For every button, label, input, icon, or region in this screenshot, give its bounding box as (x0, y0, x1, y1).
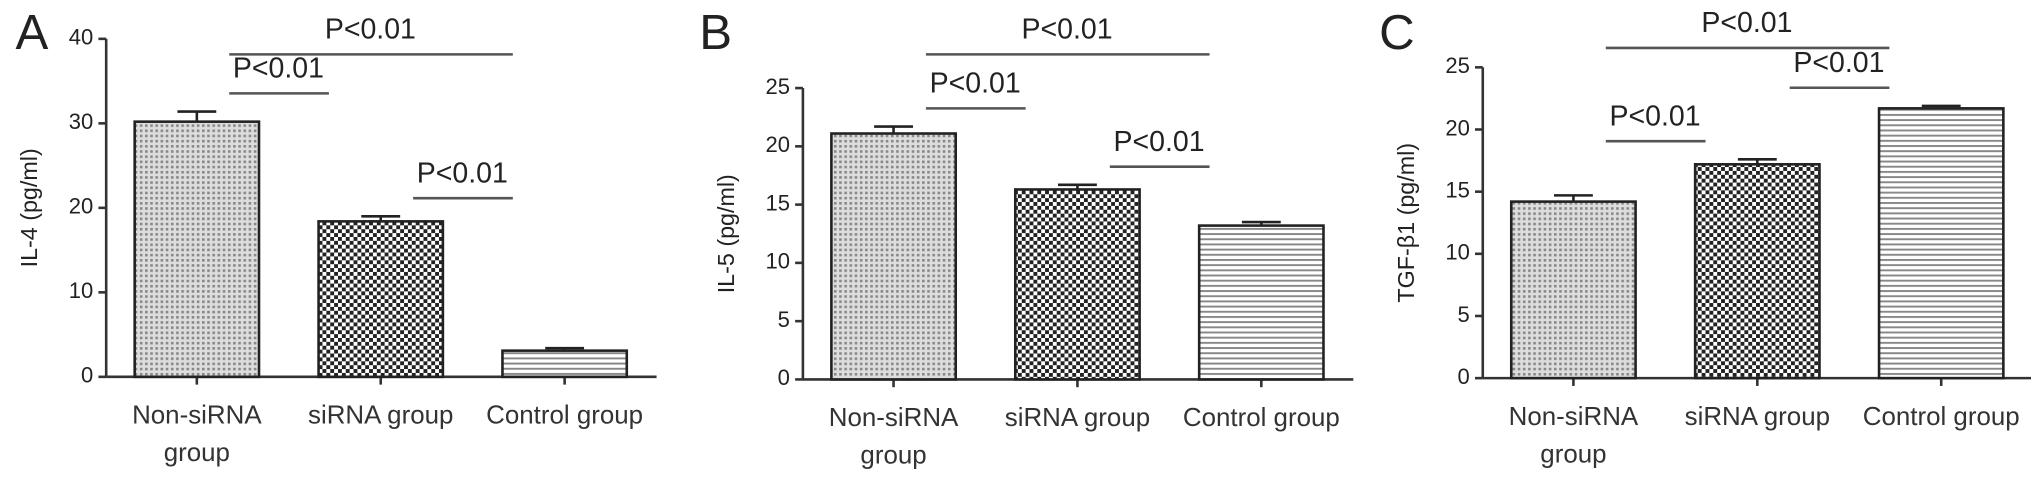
x-tick-label: Non-siRNA group (132, 401, 262, 468)
y-axis-label: IL-4 (pg/ml) (16, 148, 42, 267)
bar (133, 120, 261, 379)
y-tick-label: 0 (1458, 364, 1470, 389)
panels: A IL-4 (pg/ml) 0 10 20 30 40 Non-siRNA group siR… (16, 5, 2031, 471)
y-tick-label: 0 (778, 365, 790, 390)
x-label-box: Control group (1182, 404, 1340, 433)
significance-label: P<0.01 (1113, 126, 1204, 158)
significance-label: P<0.01 (1701, 7, 1792, 39)
x-label-box: Non-siRNA group (132, 401, 262, 468)
y-tick-label: 40 (69, 25, 93, 50)
y-tick-label: 20 (765, 132, 789, 157)
x-label-box: Control group (1862, 402, 2020, 432)
significance-label: P<0.01 (233, 53, 324, 85)
bar (317, 220, 445, 379)
panel: A IL-4 (pg/ml) 0 10 20 30 40 Non-siRNA group siR… (16, 5, 657, 468)
bar (1197, 224, 1325, 381)
x-label-box: Non-siRNA group (828, 404, 959, 471)
x-label-box: siRNA group (1684, 402, 1831, 432)
significance-label: P<0.01 (930, 68, 1021, 100)
x-tick-label: Control group (486, 401, 644, 430)
significance-label: P<0.01 (417, 157, 508, 189)
x-label-box: Control group (486, 401, 644, 430)
x-label-box: siRNA group (1004, 404, 1151, 433)
y-tick-label: 10 (765, 249, 789, 274)
x-tick-label: siRNA group (308, 401, 454, 430)
x-tick-label: Non-siRNA group (1508, 402, 1639, 469)
panel: C TGF-β1 (pg/ml) 0 5 10 15 20 25 Non-siRNA group… (1379, 5, 2031, 469)
x-tick-label: Control group (1862, 402, 2020, 432)
x-tick-label: siRNA group (1004, 404, 1151, 433)
bar (1877, 107, 2005, 380)
y-tick-label: 20 (1445, 115, 1469, 140)
panel: B IL-5 (pg/ml) 0 5 10 15 20 25 Non-siRNA group si… (699, 5, 1354, 471)
y-axis-label: IL-5 (pg/ml) (713, 174, 739, 293)
y-tick-label: 30 (69, 109, 93, 134)
significance-label: P<0.01 (325, 14, 416, 46)
y-tick-label: 5 (1458, 302, 1470, 327)
bar (1509, 200, 1637, 380)
bar (830, 132, 958, 381)
y-tick-label: 25 (765, 74, 789, 99)
x-label-box: siRNA group (308, 401, 454, 430)
y-tick-label: 15 (1445, 177, 1469, 202)
significance-label: P<0.01 (1022, 14, 1113, 46)
significance-label: P<0.01 (1609, 100, 1700, 132)
y-tick-label: 25 (1445, 53, 1469, 78)
y-tick-label: 20 (69, 194, 93, 219)
y-tick-label: 15 (765, 190, 789, 215)
x-tick-label: Non-siRNA group (828, 404, 959, 471)
y-tick-label: 5 (778, 307, 790, 332)
x-label-box: Non-siRNA group (1508, 402, 1639, 469)
y-axis-label: TGF-β1 (pg/ml) (1393, 143, 1419, 303)
x-tick-label: siRNA group (1684, 402, 1831, 432)
bar (501, 349, 629, 379)
panel-label: A (16, 5, 49, 60)
significance-label: P<0.01 (1793, 47, 1884, 79)
y-tick-label: 10 (69, 278, 93, 303)
x-tick-label: Control group (1182, 404, 1340, 433)
bar (1013, 188, 1141, 381)
bar (1693, 163, 1821, 380)
panel-label: B (699, 5, 732, 60)
panel-label: C (1379, 5, 1415, 60)
y-tick-label: 10 (1445, 240, 1469, 265)
y-tick-label: 0 (81, 363, 93, 388)
